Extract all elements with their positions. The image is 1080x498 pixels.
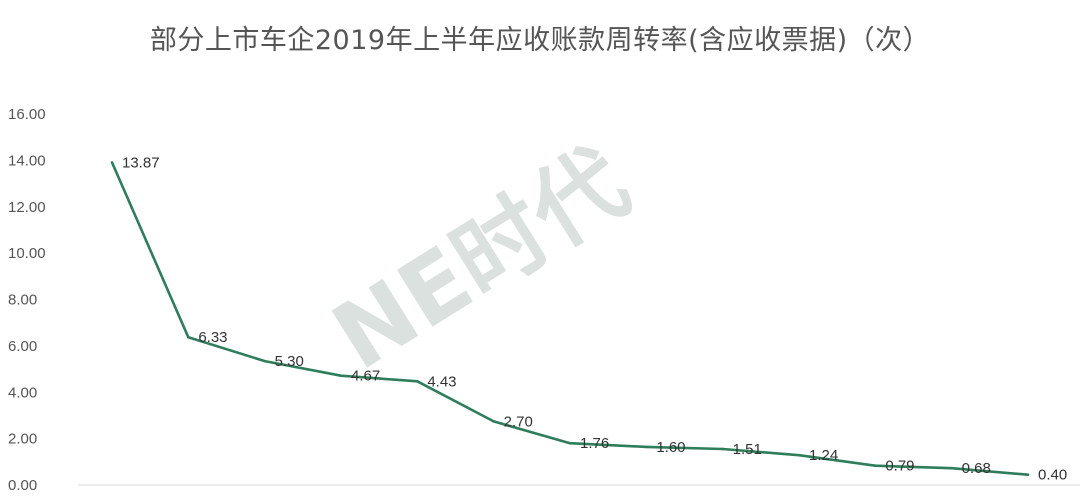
y-tick-label: 10.00 — [8, 245, 46, 262]
data-label: 0.79 — [885, 458, 914, 475]
y-tick-label: 12.00 — [8, 199, 46, 216]
data-label: 1.24 — [809, 447, 838, 464]
data-point — [950, 466, 953, 470]
y-tick-label: 14.00 — [8, 152, 46, 169]
data-point — [645, 445, 648, 449]
data-label: 0.40 — [1038, 467, 1067, 484]
data-label: 0.68 — [962, 460, 991, 477]
data-label: 13.87 — [122, 154, 160, 171]
data-label: 2.70 — [504, 413, 533, 430]
data-point — [1026, 473, 1030, 477]
series-layer — [110, 161, 1030, 477]
y-tick-label: 0.00 — [8, 477, 37, 494]
data-point — [263, 359, 266, 363]
data-labels: 13.87 6.33 5.30 4.67 4.43 2.70 1.76 1.60 1.51 1.2… — [122, 154, 1067, 483]
data-point — [110, 161, 114, 164]
data-point — [492, 420, 495, 423]
data-point — [187, 335, 190, 339]
y-tick-label: 2.00 — [8, 431, 37, 448]
y-tick-label: 6.00 — [8, 338, 37, 355]
chart-title: 部分上市车企2019年上半年应收账款周转率(含应收票据)（次） — [149, 25, 931, 56]
y-tick-label: 4.00 — [8, 384, 37, 401]
data-point — [874, 464, 877, 467]
y-tick-label: 8.00 — [8, 292, 37, 309]
y-tick-label: 16.00 — [8, 106, 46, 123]
data-label: 4.67 — [351, 368, 380, 385]
data-label: 4.43 — [427, 373, 456, 390]
data-point — [721, 447, 724, 451]
data-point — [568, 441, 572, 445]
data-point — [339, 374, 343, 378]
data-point — [416, 379, 419, 383]
data-label: 1.51 — [733, 441, 762, 458]
watermark-text: NE时代 — [315, 128, 646, 390]
y-axis: 0.00 2.00 4.00 6.00 8.00 10.00 12.00 14.00 16.00 — [8, 106, 46, 494]
data-label: 5.30 — [275, 353, 304, 370]
data-point — [797, 453, 801, 457]
watermark: NE时代 — [315, 128, 646, 390]
data-label: 6.33 — [198, 329, 227, 346]
data-label: 1.60 — [656, 439, 685, 456]
data-label: 1.76 — [580, 435, 609, 452]
